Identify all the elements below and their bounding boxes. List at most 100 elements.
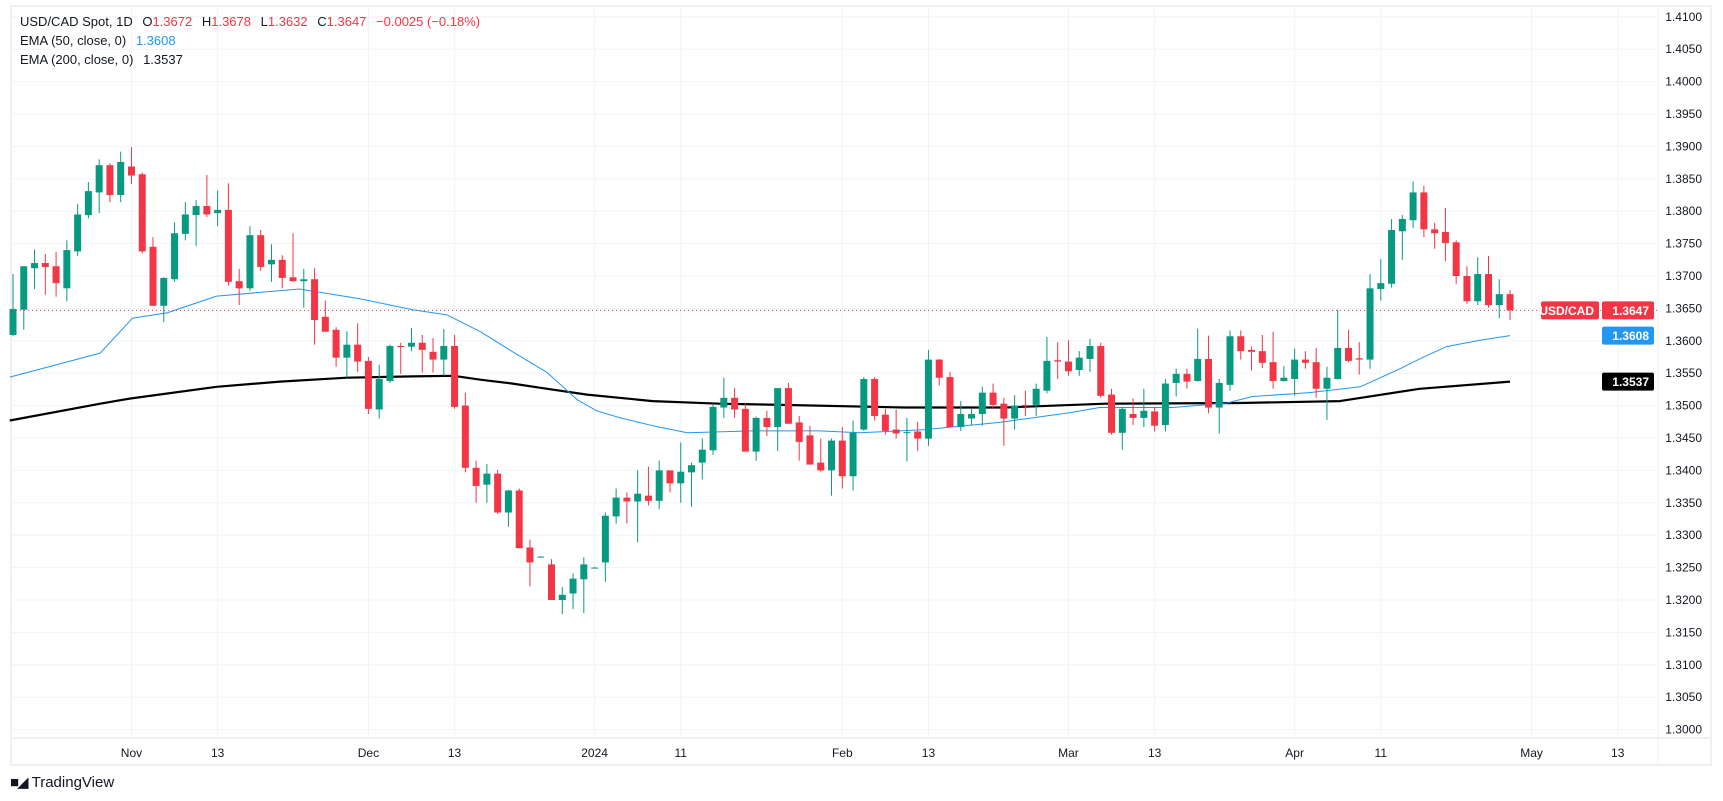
candle-up[interactable] bbox=[1226, 330, 1234, 391]
candle-down[interactable] bbox=[1129, 398, 1137, 426]
candle-up[interactable] bbox=[1043, 336, 1051, 394]
candle-up[interactable] bbox=[709, 403, 717, 455]
candle-down[interactable] bbox=[817, 438, 825, 472]
candle-down[interactable] bbox=[1452, 240, 1460, 284]
candle-up[interactable] bbox=[1118, 406, 1126, 450]
candle-down[interactable] bbox=[1506, 290, 1514, 321]
candle-down[interactable] bbox=[1183, 368, 1191, 389]
candle-down[interactable] bbox=[763, 410, 771, 437]
candle-down[interactable] bbox=[278, 255, 286, 289]
candle-down[interactable] bbox=[989, 383, 997, 409]
candle-up[interactable] bbox=[483, 463, 491, 503]
candle-up[interactable] bbox=[181, 202, 189, 241]
candle-up[interactable] bbox=[1280, 366, 1288, 382]
candle-down[interactable] bbox=[1431, 222, 1439, 249]
candle-up[interactable] bbox=[1161, 379, 1169, 432]
candle-up[interactable] bbox=[1377, 259, 1385, 301]
candle-up[interactable] bbox=[20, 266, 28, 330]
candle-up[interactable] bbox=[160, 277, 168, 323]
candle-up[interactable] bbox=[1495, 279, 1503, 319]
candle-down[interactable] bbox=[461, 392, 469, 473]
candle-up[interactable] bbox=[343, 331, 351, 378]
candle-up[interactable] bbox=[1194, 328, 1202, 382]
candle-down[interactable] bbox=[257, 229, 265, 271]
candle-down[interactable] bbox=[1204, 335, 1212, 414]
candle-down[interactable] bbox=[203, 174, 211, 218]
candle-up[interactable] bbox=[634, 470, 642, 543]
candle-up[interactable] bbox=[267, 244, 275, 282]
candle-down[interactable] bbox=[1463, 266, 1471, 304]
candle-up[interactable] bbox=[407, 327, 415, 352]
candle-up[interactable] bbox=[1323, 366, 1331, 420]
candle-down[interactable] bbox=[784, 382, 792, 424]
candle-down[interactable] bbox=[418, 334, 426, 373]
candle-up[interactable] bbox=[1366, 274, 1374, 369]
tradingview-logo[interactable]: ■◢ TradingView bbox=[10, 773, 114, 792]
candle-down[interactable] bbox=[881, 408, 889, 435]
candle-up[interactable] bbox=[1172, 368, 1180, 397]
candle-down[interactable] bbox=[332, 327, 340, 367]
candle-down[interactable] bbox=[871, 377, 879, 421]
candle-down[interactable] bbox=[127, 147, 135, 184]
candle-down[interactable] bbox=[1420, 185, 1428, 238]
candle-down[interactable] bbox=[224, 183, 232, 286]
candle-down[interactable] bbox=[892, 409, 900, 439]
candle-down[interactable] bbox=[741, 403, 749, 452]
candle-up[interactable] bbox=[1474, 257, 1482, 306]
candle-up[interactable] bbox=[978, 386, 986, 426]
candle-down[interactable] bbox=[311, 268, 319, 345]
candle-up[interactable] bbox=[95, 159, 103, 214]
candle-down[interactable] bbox=[1441, 207, 1449, 262]
candle-down[interactable] bbox=[1064, 340, 1072, 376]
candle-down[interactable] bbox=[914, 421, 922, 451]
candle-up[interactable] bbox=[537, 555, 545, 558]
candle-up[interactable] bbox=[849, 420, 857, 491]
candle-up[interactable] bbox=[655, 460, 663, 510]
candle-down[interactable] bbox=[1097, 342, 1105, 398]
candle-up[interactable] bbox=[924, 349, 932, 446]
candle-down[interactable] bbox=[548, 559, 555, 600]
candle-down[interactable] bbox=[838, 426, 846, 489]
candle-down[interactable] bbox=[946, 371, 954, 427]
candle-up[interactable] bbox=[1409, 181, 1417, 229]
candle-up[interactable] bbox=[601, 512, 609, 582]
candle-up[interactable] bbox=[31, 249, 39, 289]
candle-down[interactable] bbox=[106, 163, 114, 203]
candle-down[interactable] bbox=[52, 252, 60, 297]
candle-up[interactable] bbox=[375, 364, 383, 419]
candle-down[interactable] bbox=[1258, 334, 1266, 369]
candle-up[interactable] bbox=[677, 442, 685, 503]
candle-down[interactable] bbox=[472, 460, 480, 503]
candle-up[interactable] bbox=[828, 438, 836, 496]
candle-up[interactable] bbox=[440, 329, 448, 376]
candle-up[interactable] bbox=[171, 222, 179, 282]
candle-down[interactable] bbox=[526, 539, 534, 587]
candle-up[interactable] bbox=[214, 190, 222, 227]
candle-down[interactable] bbox=[731, 388, 739, 418]
candle-down[interactable] bbox=[795, 415, 803, 461]
candle-down[interactable] bbox=[623, 492, 631, 524]
candle-down[interactable] bbox=[1344, 329, 1352, 363]
candle-up[interactable] bbox=[860, 377, 868, 431]
candle-up[interactable] bbox=[9, 274, 17, 337]
candle-up[interactable] bbox=[504, 489, 512, 527]
candle-up[interactable] bbox=[752, 416, 760, 461]
candle-up[interactable] bbox=[612, 488, 620, 524]
candle-up[interactable] bbox=[957, 401, 965, 431]
candle-up[interactable] bbox=[1334, 309, 1342, 380]
candle-down[interactable] bbox=[451, 334, 459, 409]
candle-up[interactable] bbox=[903, 417, 911, 462]
candle-down[interactable] bbox=[41, 253, 49, 295]
candle-down[interactable] bbox=[364, 357, 372, 415]
candle-up[interactable] bbox=[74, 204, 82, 256]
candle-up[interactable] bbox=[774, 388, 782, 451]
candle-down[interactable] bbox=[397, 342, 405, 374]
candle-down[interactable] bbox=[149, 237, 157, 306]
candle-down[interactable] bbox=[235, 268, 243, 306]
price-axis[interactable]: 1.4100 1.4050 1.4000 1.3950 1.3900 1.3850 1.38… bbox=[1657, 7, 1702, 764]
candle-down[interactable] bbox=[1269, 331, 1277, 389]
legend-ema50-row[interactable]: EMA (50, close, 0) 1.3608 bbox=[20, 31, 480, 50]
candle-up[interactable] bbox=[1398, 215, 1406, 260]
candle-up[interactable] bbox=[1032, 383, 1040, 416]
